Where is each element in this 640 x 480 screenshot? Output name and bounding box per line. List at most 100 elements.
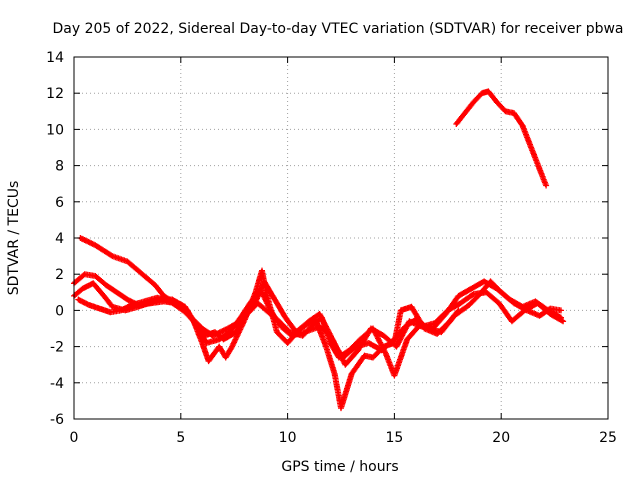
x-tick-label: 15 bbox=[385, 430, 403, 446]
data-point bbox=[446, 309, 449, 312]
data-point bbox=[224, 356, 227, 359]
data-point bbox=[333, 372, 336, 375]
data-point bbox=[119, 309, 123, 312]
data-point bbox=[143, 300, 146, 303]
data-point bbox=[420, 325, 424, 328]
y-tick-label: -4 bbox=[50, 376, 64, 392]
data-point bbox=[273, 298, 276, 301]
data-point bbox=[260, 269, 264, 272]
y-tick-label: 2 bbox=[55, 267, 64, 283]
data-point bbox=[288, 330, 291, 334]
data-point bbox=[226, 327, 229, 330]
y-tick-label: 12 bbox=[46, 86, 64, 102]
x-tick-label: 25 bbox=[599, 430, 617, 446]
data-point bbox=[485, 291, 488, 294]
series-track-4 bbox=[75, 278, 567, 368]
data-point bbox=[487, 90, 490, 93]
data-point bbox=[111, 305, 114, 308]
y-tick-label: 8 bbox=[55, 159, 64, 175]
data-point bbox=[87, 303, 91, 307]
chart-title: Day 205 of 2022, Sidereal Day-to-day VTE… bbox=[52, 21, 623, 37]
data-point bbox=[183, 305, 187, 308]
data-point bbox=[230, 345, 234, 348]
data-point bbox=[218, 345, 221, 348]
data-point bbox=[369, 327, 373, 330]
data-point bbox=[489, 280, 492, 283]
data-point bbox=[561, 320, 565, 323]
data-point bbox=[250, 300, 253, 303]
data-point bbox=[294, 330, 298, 334]
data-point bbox=[559, 309, 563, 312]
series-track-5 bbox=[453, 88, 550, 189]
data-point bbox=[344, 363, 347, 366]
data-point bbox=[252, 305, 255, 308]
data-point bbox=[286, 341, 289, 345]
data-point bbox=[109, 311, 112, 314]
data-point bbox=[480, 92, 484, 95]
data-point bbox=[536, 301, 539, 305]
data-point bbox=[181, 309, 185, 312]
data-point bbox=[211, 334, 215, 337]
data-point bbox=[399, 309, 403, 312]
data-point bbox=[235, 330, 238, 334]
data-point bbox=[371, 356, 375, 359]
data-point bbox=[203, 334, 206, 337]
data-point bbox=[504, 110, 507, 113]
data-point bbox=[115, 291, 118, 294]
data-point bbox=[153, 283, 157, 287]
series-marks-1 bbox=[77, 235, 462, 412]
data-point bbox=[440, 330, 443, 334]
data-point bbox=[307, 320, 311, 323]
series-track-1 bbox=[77, 235, 462, 412]
data-point bbox=[414, 318, 417, 321]
data-point bbox=[77, 298, 80, 301]
data-point bbox=[521, 124, 524, 127]
data-point bbox=[457, 294, 460, 298]
data-point bbox=[410, 305, 413, 308]
data-point bbox=[190, 316, 193, 319]
data-point bbox=[382, 334, 385, 337]
data-point bbox=[207, 359, 210, 363]
data-point bbox=[104, 283, 108, 287]
y-tick-label: 0 bbox=[55, 303, 64, 319]
data-point bbox=[406, 338, 409, 341]
data-point bbox=[472, 101, 475, 104]
data-point bbox=[318, 325, 321, 328]
data-point bbox=[393, 374, 396, 377]
data-point bbox=[453, 314, 456, 318]
data-layer bbox=[71, 88, 567, 412]
data-point bbox=[359, 338, 362, 341]
data-point bbox=[81, 287, 84, 290]
y-tick-label: 14 bbox=[46, 50, 64, 66]
data-point bbox=[350, 372, 353, 375]
data-point bbox=[393, 338, 396, 341]
x-axis-label: GPS time / hours bbox=[281, 459, 398, 475]
data-point bbox=[538, 314, 541, 318]
data-point bbox=[324, 345, 328, 348]
y-tick-label: 4 bbox=[55, 231, 64, 247]
data-point bbox=[94, 244, 97, 247]
data-point bbox=[482, 280, 486, 283]
data-point bbox=[126, 298, 129, 301]
data-point bbox=[384, 352, 388, 356]
data-point bbox=[301, 334, 304, 337]
data-point bbox=[275, 330, 279, 334]
data-point bbox=[348, 349, 351, 352]
y-tick-label: -2 bbox=[50, 340, 64, 356]
data-point bbox=[495, 101, 499, 104]
data-point bbox=[538, 168, 541, 171]
x-tick-label: 20 bbox=[492, 430, 510, 446]
data-point bbox=[94, 274, 97, 278]
data-point bbox=[408, 320, 411, 323]
data-point bbox=[510, 320, 514, 323]
data-point bbox=[168, 300, 172, 303]
data-point bbox=[331, 338, 334, 341]
data-point bbox=[339, 406, 343, 410]
data-point bbox=[130, 303, 133, 307]
data-point bbox=[254, 291, 257, 294]
y-axis-label: SDTVAR / TECUs bbox=[6, 181, 22, 296]
data-point bbox=[79, 236, 82, 240]
data-point bbox=[205, 341, 208, 345]
grid bbox=[74, 57, 608, 419]
